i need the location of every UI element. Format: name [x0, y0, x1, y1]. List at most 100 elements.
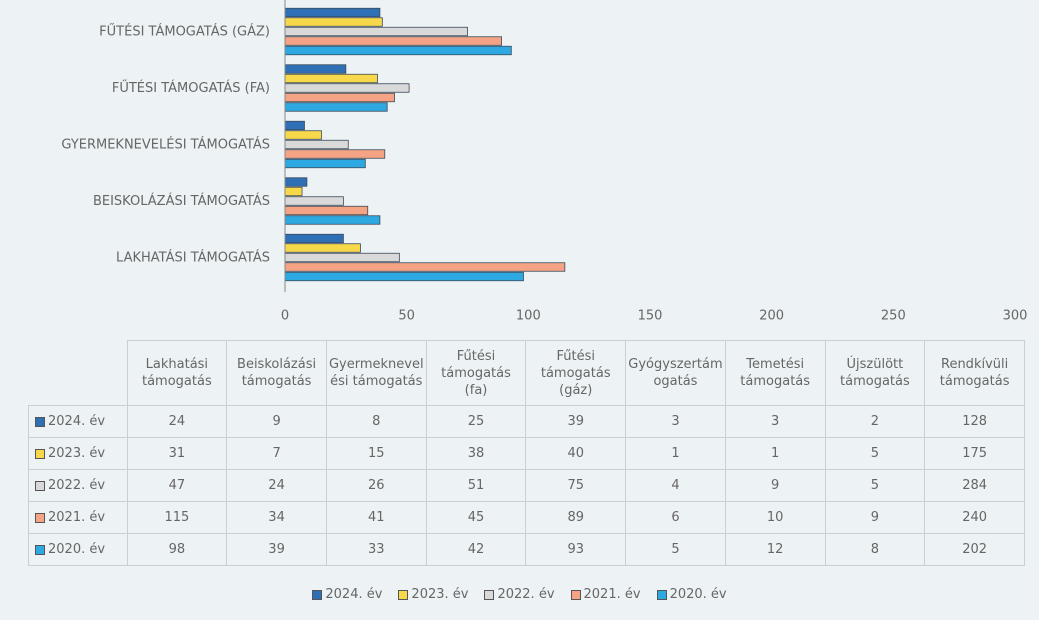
- row-header: 2023. év: [28, 437, 128, 470]
- x-tick-label: 300: [1003, 309, 1028, 324]
- table-cell: 1: [724, 437, 826, 470]
- table-cell: 5: [824, 437, 926, 470]
- x-tick-label: 150: [638, 309, 663, 324]
- row-header: 2022. év: [28, 469, 128, 502]
- column-header: Temetési támogatás: [724, 340, 826, 406]
- bar: [284, 233, 344, 244]
- table-cell: 3: [625, 405, 726, 438]
- legend-key: [484, 589, 495, 600]
- row-header: 2021. év: [28, 501, 128, 534]
- bar: [284, 262, 566, 272]
- bar: [284, 73, 378, 84]
- bar: [284, 205, 369, 216]
- table-cell: 38: [425, 437, 527, 470]
- y-tick-label: BEISKOLÁZÁSI TÁMOGATÁS: [93, 193, 270, 209]
- data-table: Lakhatási támogatás Beiskolázási támogatá…: [28, 340, 1025, 566]
- series-name: 2021. év: [48, 510, 106, 525]
- legend-key: [312, 589, 323, 600]
- bar: [284, 26, 468, 37]
- bar: [284, 186, 303, 197]
- bar: [284, 130, 322, 140]
- table-cell: 26: [325, 469, 427, 502]
- y-tick-label: GYERMEKNEVELÉSI TÁMOGATÁS: [61, 137, 270, 153]
- legend-item: 2024. év: [312, 587, 382, 602]
- table-cell: 41: [325, 501, 427, 534]
- table-cell: 24: [226, 469, 327, 502]
- table-cell: 9: [226, 405, 327, 438]
- table-cell: 39: [525, 405, 627, 438]
- table-cell: 3: [724, 405, 826, 438]
- y-tick-label: FŰTÉSI TÁMOGATÁS (GÁZ): [99, 24, 270, 40]
- table-cell: 89: [525, 501, 627, 534]
- series-name: 2024. év: [48, 414, 106, 429]
- bar: [284, 45, 512, 56]
- bar: [284, 215, 381, 225]
- table-cell: 1: [625, 437, 726, 470]
- bar: [284, 64, 347, 74]
- legend-label: 2020. év: [669, 587, 727, 602]
- bar: [284, 92, 395, 103]
- table-row: 2023. év 31 7 15 38 40 1 1 5 175: [28, 437, 1025, 470]
- table-cell: 115: [126, 501, 228, 534]
- bar: [284, 271, 524, 282]
- legend-item: 2020. év: [656, 587, 727, 602]
- legend-item: 2021. év: [570, 587, 641, 602]
- chart: 0 50 100 150 200 250 300 LAKHATÁSI TÁMOGATÁS BEI…: [61, 0, 1028, 324]
- legend-key: [398, 589, 409, 600]
- table-cell: 12: [724, 533, 826, 566]
- bar: [284, 196, 344, 206]
- table-cell: 34: [226, 501, 327, 534]
- bar: [284, 36, 502, 46]
- x-tick-label: 50: [398, 309, 415, 324]
- legend-key: [35, 512, 45, 523]
- table-cell: 8: [824, 533, 926, 566]
- bar: [284, 158, 366, 169]
- column-header: Gyógyszertámogatás: [625, 340, 726, 406]
- table-cell: 39: [226, 533, 327, 566]
- legend-key: [35, 544, 45, 555]
- table-row: 2020. év 98 39 33 42 93 5 12 8 202: [28, 533, 1025, 566]
- legend-key: [35, 448, 45, 459]
- bar: [284, 252, 400, 263]
- table-cell: 47: [126, 469, 228, 502]
- x-tick-label: 250: [881, 309, 906, 324]
- table-cell: 8: [325, 405, 427, 438]
- legend-label: 2023. év: [411, 587, 469, 602]
- legend-label: 2021. év: [583, 587, 641, 602]
- column-header: Beiskolázási támogatás: [226, 340, 327, 406]
- legend-label: 2022. év: [497, 587, 555, 602]
- table-cell: 24: [126, 405, 228, 438]
- table-cell: 9: [824, 501, 926, 534]
- table-cell: 31: [126, 437, 228, 470]
- column-header: Lakhatási támogatás: [126, 340, 228, 406]
- table-cell: 33: [325, 533, 427, 566]
- bar: [284, 7, 381, 18]
- bar: [284, 17, 383, 27]
- legend-item: 2023. év: [398, 587, 468, 602]
- table-cell: 10: [724, 501, 826, 534]
- table-cell: 5: [625, 533, 726, 566]
- series-name: 2023. év: [48, 446, 106, 461]
- table-cell: 9: [724, 469, 826, 502]
- column-header: Fűtési támogatás (gáz): [525, 340, 627, 406]
- table-cell: 51: [425, 469, 527, 502]
- column-header: Fűtési támogatás (fa): [425, 340, 527, 406]
- table-row: 2021. év 115 34 41 45 89 6 10 9 240: [28, 501, 1025, 534]
- legend-label: 2024. év: [325, 587, 383, 602]
- table-cell: 15: [325, 437, 427, 470]
- table-cell: 240: [924, 501, 1025, 534]
- legend-key: [35, 480, 45, 491]
- table-cell: 93: [525, 533, 627, 566]
- table-cell: 25: [425, 405, 527, 438]
- y-tick-label: LAKHATÁSI TÁMOGATÁS: [116, 250, 270, 266]
- y-tick-label: FŰTÉSI TÁMOGATÁS (FA): [112, 80, 270, 96]
- table-row: 2024. év 24 9 8 25 39 3 3 2 128: [28, 405, 1025, 438]
- table-cell: 40: [525, 437, 627, 470]
- row-header: 2020. év: [28, 533, 128, 566]
- table-cell: 175: [924, 437, 1025, 470]
- table-cell: 5: [824, 469, 926, 502]
- column-header: Újszülött támogatás: [824, 340, 926, 406]
- table-cell: 202: [924, 533, 1025, 566]
- row-header: 2024. év: [28, 405, 128, 438]
